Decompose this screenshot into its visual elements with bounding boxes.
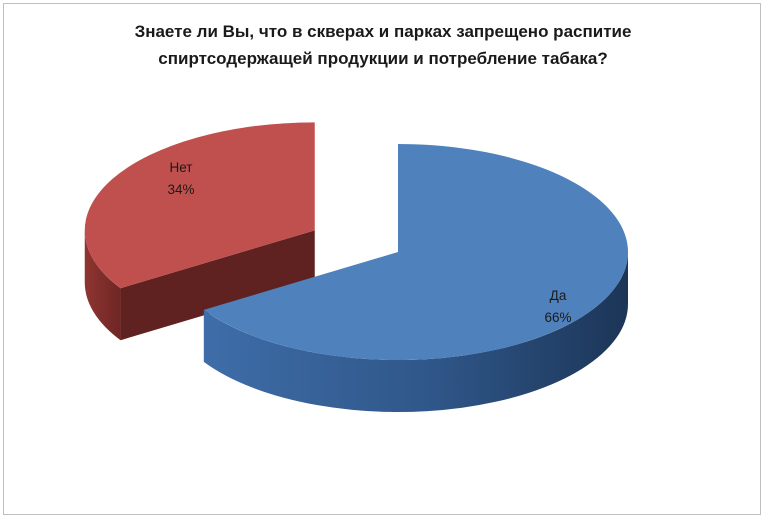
slice-net-rim xyxy=(84,230,121,341)
slice-net-cut-face xyxy=(120,230,315,341)
slice-net xyxy=(84,122,315,289)
chart-title: Знаете ли Вы, что в скверах и парках зап… xyxy=(4,18,762,72)
data-label-category: Нет xyxy=(170,160,193,175)
data-label-value: 66% xyxy=(544,310,571,325)
data-label-category: Да xyxy=(550,288,567,303)
chart-title-line-2: спиртсодержащей продукции и потребление … xyxy=(158,49,608,68)
pie-slices xyxy=(84,122,629,413)
slice-da-rim xyxy=(203,252,629,413)
pie-data-labels: Да 66% Нет 34% xyxy=(167,160,571,325)
slice-da xyxy=(203,144,629,361)
data-label-value: 34% xyxy=(167,182,194,197)
chart-title-line-1: Знаете ли Вы, что в скверах и парках зап… xyxy=(134,22,632,41)
